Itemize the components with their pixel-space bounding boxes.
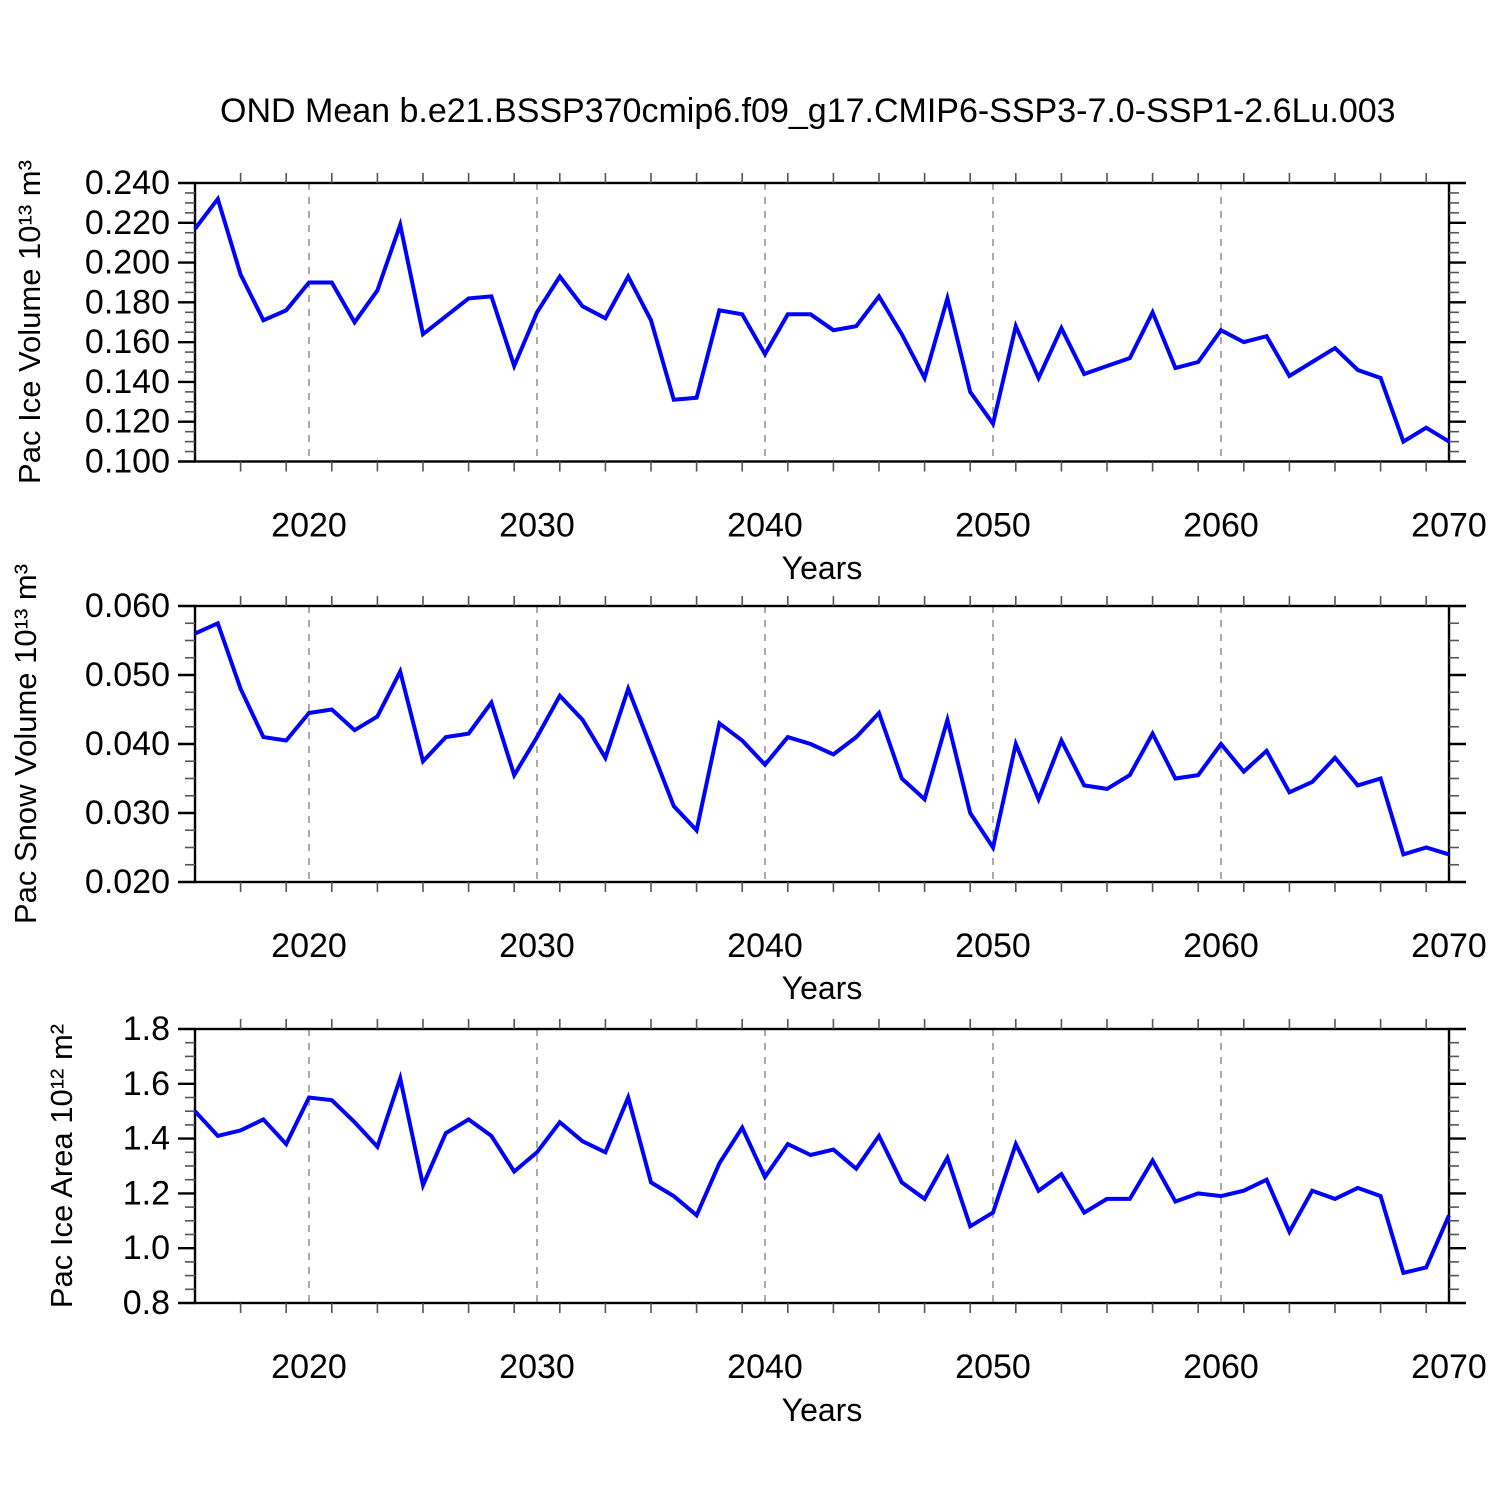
panel1-y-tick-label: 0.140: [85, 363, 170, 401]
panel2-y-axis-title: Pac Snow Volume 10¹³ m³: [8, 563, 43, 925]
panel2-y-tick-label: 0.050: [85, 656, 170, 694]
panel1-y-tick-label: 0.220: [85, 204, 170, 242]
panel1-y-tick-label: 0.160: [85, 323, 170, 361]
panel2-y-tick-label: 0.040: [85, 725, 170, 763]
panel1-y-tick-label: 0.120: [85, 403, 170, 441]
panel2-x-tick-label: 2070: [1411, 927, 1487, 965]
chart-title: OND Mean b.e21.BSSP370cmip6.f09_g17.CMIP…: [220, 92, 1396, 130]
panel2-x-tick-label: 2040: [727, 927, 803, 965]
panel1-y-tick-label: 0.100: [85, 443, 170, 481]
panel3-x-tick-label: 2020: [271, 1348, 347, 1386]
panel3-frame: [193, 1027, 1451, 1305]
panel3-y-tick-label: 1.0: [123, 1229, 170, 1267]
panel2-x-tick-label: 2030: [499, 927, 575, 965]
panel1-y-tick-label: 0.200: [85, 244, 170, 282]
panel1-x-tick-label: 2040: [727, 507, 803, 545]
panel1-y-axis-title: Pac Ice Volume 10¹³ m³: [12, 160, 47, 484]
panel3-x-tick-label: 2050: [955, 1348, 1031, 1386]
panel3-y-axis-title: Pac Ice Area 10¹² m²: [44, 1023, 79, 1309]
panel2-x-tick-label: 2020: [271, 927, 347, 965]
panel1-x-tick-label: 2030: [499, 507, 575, 545]
panel3-x-tick-label: 2040: [727, 1348, 803, 1386]
panel2-x-tick-label: 2060: [1183, 927, 1259, 965]
panel1-y-tick-label: 0.240: [85, 164, 170, 202]
panel1-x-tick-label: 2070: [1411, 507, 1487, 545]
panel1-y-tick-label: 0.180: [85, 283, 170, 321]
panel3-x-tick-label: 2070: [1411, 1348, 1487, 1386]
panel1-x-tick-label: 2060: [1183, 507, 1259, 545]
panel3-x-tick-label: 2030: [499, 1348, 575, 1386]
panel1-series-line: [193, 194, 1451, 445]
panel2-y-tick-label: 0.060: [85, 587, 170, 625]
panel3-y-tick-label: 1.6: [123, 1065, 170, 1103]
panel2-x-axis-title: Years: [781, 970, 863, 1006]
panel3-y-tick-label: 1.8: [123, 1010, 170, 1048]
panel2-y-tick-label: 0.030: [85, 794, 170, 832]
panel3-y-tick-label: 0.8: [123, 1284, 170, 1322]
panel2-y-tick-label: 0.020: [85, 863, 170, 901]
panel1-x-tick-label: 2050: [955, 507, 1031, 545]
panel3-x-tick-label: 2060: [1183, 1348, 1259, 1386]
panel3-y-tick-label: 1.2: [123, 1174, 170, 1212]
panel1-x-tick-label: 2020: [271, 507, 347, 545]
panel2-series-line: [194, 620, 1450, 857]
panel3-y-tick-label: 1.4: [123, 1120, 170, 1158]
panel3-x-axis-title: Years: [781, 1392, 863, 1428]
panel2-frame: [193, 604, 1451, 884]
panel1-x-axis-title: Years: [781, 550, 863, 586]
panel3-series-line: [193, 1070, 1451, 1276]
panel2-x-tick-label: 2050: [955, 927, 1031, 965]
